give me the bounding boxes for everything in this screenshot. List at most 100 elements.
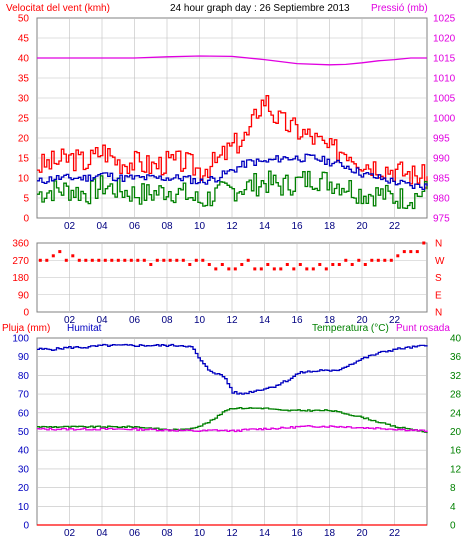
dew-point-label: Punt rosada	[396, 323, 450, 334]
wind-lull-line	[37, 170, 428, 210]
direction-point	[201, 258, 205, 262]
x-tick-label: 02	[64, 221, 76, 232]
pressure-label: Pressió (mb)	[371, 3, 428, 14]
y-tick-label: 10	[18, 174, 30, 185]
y-tick-label: 40	[18, 446, 30, 457]
wind-speed-label: Velocitat del vent (kmh)	[6, 3, 110, 14]
direction-point	[71, 254, 75, 258]
direction-point	[396, 254, 400, 258]
direction-point	[194, 258, 198, 262]
direction-point	[220, 263, 224, 266]
direction-point	[227, 267, 231, 271]
direction-point	[253, 267, 257, 271]
direction-point	[207, 263, 211, 266]
x-tick-label: 08	[161, 315, 173, 326]
y-tick-label: 20	[450, 427, 462, 438]
direction-point	[422, 241, 426, 245]
wind-average-line	[37, 153, 428, 191]
y-tick-label: E	[435, 290, 442, 301]
direction-point	[77, 258, 81, 262]
y-tick-label: 0	[23, 214, 29, 225]
direction-point	[214, 267, 218, 271]
y-tick-label: 1015	[433, 54, 456, 65]
y-tick-label: 70	[18, 390, 30, 401]
x-tick-label: 18	[324, 221, 336, 232]
direction-point	[409, 250, 413, 254]
dew-point-line	[37, 425, 428, 433]
direction-point	[415, 250, 419, 254]
direction-point	[149, 263, 153, 266]
x-tick-label: 10	[194, 528, 206, 539]
y-tick-label: 10	[18, 502, 30, 513]
direction-point	[181, 258, 185, 262]
y-tick-label: 4	[450, 502, 456, 513]
direction-point	[90, 258, 94, 262]
direction-point	[324, 267, 328, 271]
direction-point	[272, 267, 276, 271]
x-tick-label: 22	[389, 315, 401, 326]
direction-point	[311, 267, 315, 271]
direction-point	[337, 263, 341, 266]
direction-point	[162, 258, 166, 262]
pressure-line	[37, 55, 427, 66]
y-tick-label: S	[435, 273, 442, 284]
y-tick-label: 1010	[433, 74, 456, 85]
x-tick-label: 12	[226, 528, 238, 539]
x-tick-label: 02	[64, 528, 76, 539]
direction-point	[155, 258, 159, 262]
direction-point	[376, 258, 380, 262]
x-tick-label: 06	[129, 315, 141, 326]
direction-point	[233, 267, 237, 271]
x-tick-label: 12	[226, 315, 238, 326]
y-tick-label: 50	[18, 14, 30, 25]
y-tick-label: 980	[433, 194, 450, 205]
header: Velocitat del vent (kmh) 24 hour graph d…	[6, 3, 428, 14]
direction-point	[402, 250, 406, 254]
direction-point	[58, 250, 62, 254]
y-tick-label: 20	[18, 483, 30, 494]
y-tick-label: 36	[450, 352, 462, 363]
y-tick-label: 360	[12, 239, 29, 250]
y-tick-label: 90	[18, 290, 30, 301]
x-tick-label: 20	[356, 528, 368, 539]
direction-point	[279, 267, 283, 271]
x-tick-label: 06	[129, 221, 141, 232]
y-tick-label: 80	[18, 371, 30, 382]
temperature-panel: Pluja (mm) Humitat Temperatura (°C) Punt…	[2, 323, 462, 539]
direction-point	[298, 263, 302, 266]
y-tick-label: 100	[12, 334, 29, 345]
y-tick-label: 975	[433, 214, 450, 225]
x-tick-label: 06	[129, 528, 141, 539]
y-tick-label: 35	[18, 74, 30, 85]
y-tick-label: 50	[18, 427, 30, 438]
direction-point	[292, 267, 296, 271]
direction-point	[383, 258, 387, 262]
y-tick-label: 28	[450, 390, 462, 401]
direction-point	[188, 263, 192, 266]
temperature-label: Temperatura (°C)	[312, 323, 389, 334]
x-tick-label: 04	[96, 315, 108, 326]
y-tick-label: 20	[18, 134, 30, 145]
x-tick-label: 10	[194, 221, 206, 232]
direction-point	[129, 258, 133, 262]
y-tick-label: W	[435, 256, 445, 267]
direction-point	[357, 258, 361, 262]
x-tick-label: 02	[64, 315, 76, 326]
y-tick-label: 1020	[433, 34, 456, 45]
direction-point	[38, 258, 42, 262]
y-tick-label: 180	[12, 273, 29, 284]
direction-point	[103, 258, 107, 262]
direction-point	[285, 263, 289, 266]
wind-panel: 0510152025303540455097598098599099510001…	[18, 14, 456, 233]
x-tick-label: 16	[291, 528, 303, 539]
x-tick-label: 08	[161, 221, 173, 232]
direction-point	[344, 258, 348, 262]
x-tick-label: 14	[259, 528, 271, 539]
x-tick-label: 18	[324, 528, 336, 539]
x-tick-label: 20	[356, 221, 368, 232]
direction-point	[370, 258, 374, 262]
y-tick-label: 40	[450, 334, 462, 345]
y-tick-label: 270	[12, 256, 29, 267]
